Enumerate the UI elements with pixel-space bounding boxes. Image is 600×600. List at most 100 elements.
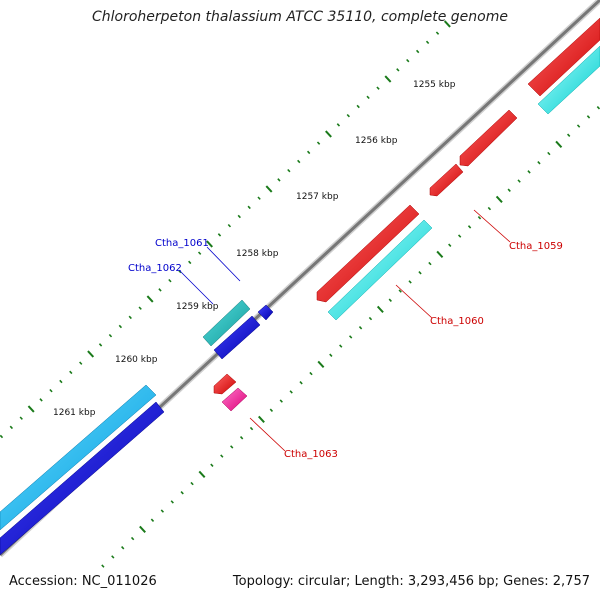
scale-tick	[188, 260, 192, 265]
scale-tick	[160, 509, 165, 513]
scale-tick	[269, 408, 274, 412]
scale-tick	[210, 463, 214, 467]
scale-tick	[317, 360, 325, 369]
scale-tick	[19, 416, 23, 420]
gene-label-ctha-1062[interactable]: Ctha_1062	[128, 263, 182, 274]
scale-tick	[9, 425, 14, 430]
scale-tick	[477, 216, 482, 220]
scale-tick	[336, 123, 341, 127]
scale-tick	[368, 316, 373, 321]
scale-tick	[69, 370, 73, 375]
scale-tick	[517, 179, 521, 183]
scale-tick	[146, 295, 154, 303]
scale-tick	[406, 58, 410, 63]
scale-tick	[457, 234, 462, 238]
scale-tick	[168, 278, 172, 283]
scale-tick	[507, 188, 511, 192]
scale-tick	[415, 49, 420, 54]
scale-tick	[59, 379, 63, 384]
scale-tick	[230, 445, 234, 449]
scale-tick	[358, 326, 363, 330]
gene-arrow-lower-blue[interactable]	[0, 401, 165, 556]
scale-ticks-inner	[101, 106, 600, 568]
scale-tick	[257, 415, 265, 424]
gene-label-ctha-1063[interactable]: Ctha_1063	[284, 449, 338, 460]
scale-tick	[316, 141, 321, 145]
scale-tick	[299, 381, 303, 385]
scale-tick	[555, 140, 563, 149]
scale-label-1259: 1259 kbp	[176, 302, 219, 312]
scale-tick	[170, 500, 174, 504]
scale-tick	[249, 426, 254, 431]
reverse-strand-features	[0, 299, 274, 556]
scale-tick	[217, 233, 222, 237]
scale-tick	[436, 250, 444, 259]
scale-tick	[339, 344, 343, 348]
scale-tick	[128, 315, 132, 320]
gene-arrow-ctha-1060-cyan[interactable]	[327, 219, 433, 321]
scale-label-1256: 1256 kbp	[355, 136, 398, 146]
scale-ticks-outer	[0, 20, 451, 439]
scale-tick	[329, 353, 333, 357]
scale-tick	[346, 113, 350, 118]
scale-tick	[586, 115, 591, 119]
scale-tick	[408, 280, 412, 284]
accession-text: Accession: NC_011026	[9, 574, 157, 589]
scale-tick	[306, 150, 311, 155]
gene-label-ctha-1059[interactable]: Ctha_1059	[509, 241, 563, 252]
scale-tick	[139, 525, 146, 534]
scale-tick	[39, 398, 43, 402]
scale-tick	[527, 170, 531, 174]
gene-labels: Ctha_1061 Ctha_1062 Ctha_1059 Ctha_1060 …	[128, 238, 563, 460]
forward-strand-features	[213, 17, 600, 412]
gene-arrow-ctha-1062[interactable]	[213, 315, 261, 360]
gene-arrow-ctha-1061[interactable]	[202, 299, 251, 347]
scale-tick	[376, 305, 384, 314]
gene-arrow-small-blue[interactable]	[257, 304, 274, 321]
scale-tick	[158, 288, 162, 292]
scale-tick	[396, 68, 400, 72]
scale-tick	[487, 206, 492, 211]
scale-tick	[111, 555, 115, 559]
scale-tick	[197, 251, 202, 255]
scale-tick	[247, 205, 251, 210]
scale-tick	[398, 289, 402, 293]
scale-tick	[376, 86, 380, 90]
scale-tick	[138, 306, 142, 310]
scale-tick	[356, 104, 360, 109]
scale-tick	[227, 223, 232, 228]
scale-tick	[425, 40, 430, 45]
scale-tick	[206, 240, 213, 248]
gene-label-ctha-1060[interactable]: Ctha_1060	[430, 316, 484, 327]
scale-label-1255: 1255 kbp	[413, 80, 456, 90]
scale-tick	[467, 225, 472, 229]
scale-tick	[108, 333, 113, 338]
scale-tick	[309, 371, 313, 376]
scale-tick	[435, 31, 440, 35]
scale-tick	[178, 269, 182, 274]
scale-tick	[388, 298, 392, 302]
gene-arrow-ctha-1063-red[interactable]	[213, 373, 237, 395]
scale-tick	[547, 151, 551, 156]
gene-arrow-top-cyan[interactable]	[537, 45, 600, 115]
scale-tick	[277, 178, 281, 182]
scale-tick	[49, 388, 53, 393]
scale-tick	[130, 536, 135, 541]
gene-arrow-top-red[interactable]	[527, 17, 600, 97]
gene-arrow-small-red[interactable]	[429, 163, 464, 197]
scale-tick	[366, 95, 370, 100]
scale-tick	[150, 518, 155, 522]
gene-arrow-ctha-1063-pink[interactable]	[221, 387, 248, 412]
scale-tick	[384, 75, 392, 83]
scale-tick	[279, 399, 283, 403]
scale-tick	[289, 390, 293, 394]
scale-tick	[220, 454, 224, 458]
scale-tick	[257, 196, 261, 200]
gene-label-ctha-1061[interactable]: Ctha_1061	[155, 238, 209, 249]
gene-arrow-ctha-1060-red[interactable]	[316, 204, 420, 303]
gene-arrow-lower-sky[interactable]	[0, 384, 157, 531]
scale-tick	[101, 564, 105, 568]
gene-arrow-ctha-1059[interactable]	[459, 109, 518, 167]
scale-tick	[537, 161, 541, 165]
